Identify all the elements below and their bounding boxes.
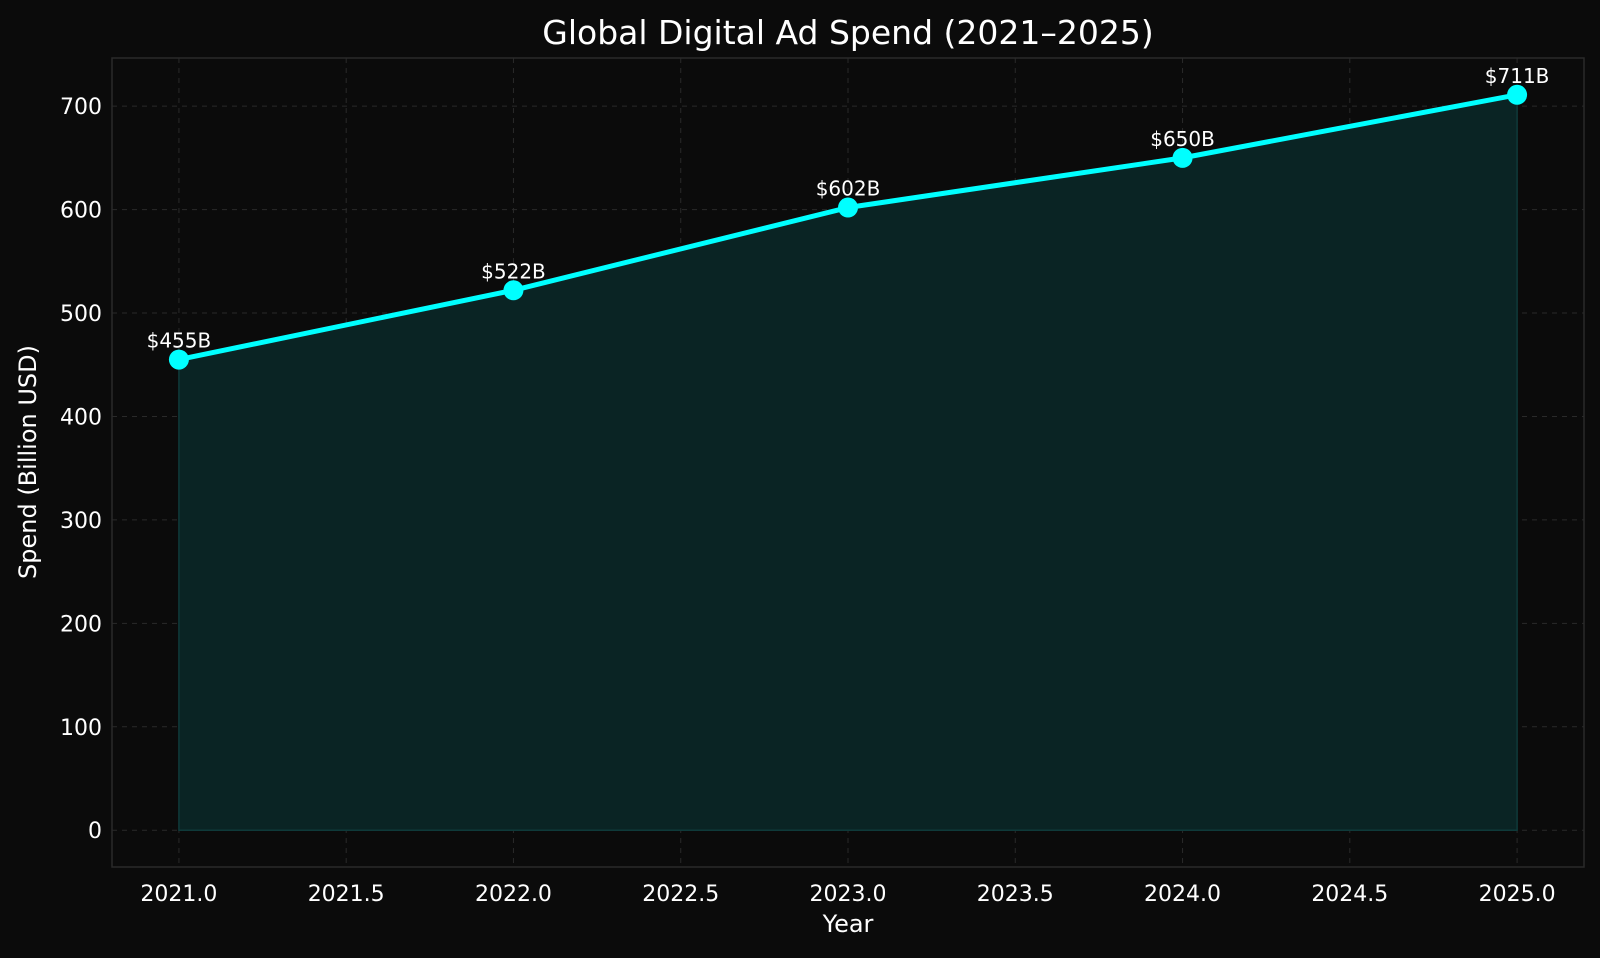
y-tick-label: 0 <box>88 819 102 844</box>
x-axis-label: Year <box>822 910 874 938</box>
chart-title: Global Digital Ad Spend (2021–2025) <box>542 13 1153 52</box>
data-points <box>168 84 1528 370</box>
y-axis: 0 100 200 300 400 500 600 700 <box>60 95 102 844</box>
data-point <box>503 280 524 301</box>
data-point <box>1507 84 1528 105</box>
x-tick-label: 2025.0 <box>1479 882 1556 907</box>
x-tick-label: 2023.5 <box>977 882 1054 907</box>
y-axis-label: Spend (Billion USD) <box>14 345 42 579</box>
y-tick-label: 100 <box>60 716 102 741</box>
data-point <box>1172 147 1193 168</box>
x-tick-label: 2021.0 <box>140 882 217 907</box>
x-tick-label: 2024.5 <box>1311 882 1388 907</box>
y-tick-label: 600 <box>60 199 102 224</box>
data-label: $522B <box>481 259 546 283</box>
data-labels: $455B $522B $602B $650B $711B <box>147 64 1550 353</box>
x-tick-label: 2021.5 <box>308 882 385 907</box>
x-tick-label: 2022.0 <box>475 882 552 907</box>
data-label: $602B <box>816 177 881 201</box>
data-point <box>838 197 858 218</box>
data-point <box>168 349 189 370</box>
data-label: $711B <box>1485 64 1550 88</box>
x-tick-label: 2024.0 <box>1144 882 1221 907</box>
x-tick-label: 2023.0 <box>810 882 887 907</box>
y-tick-label: 700 <box>60 95 102 120</box>
data-label: $650B <box>1150 127 1215 151</box>
y-tick-label: 200 <box>60 612 102 637</box>
x-tick-label: 2022.5 <box>642 882 719 907</box>
y-tick-label: 400 <box>60 405 102 430</box>
y-tick-label: 300 <box>60 509 102 534</box>
data-label: $455B <box>147 329 212 353</box>
y-tick-label: 500 <box>60 302 102 327</box>
x-axis: 2021.0 2021.5 2022.0 2022.5 2023.0 2023.5 2024… <box>140 882 1555 907</box>
axes-frame <box>111 57 1585 868</box>
